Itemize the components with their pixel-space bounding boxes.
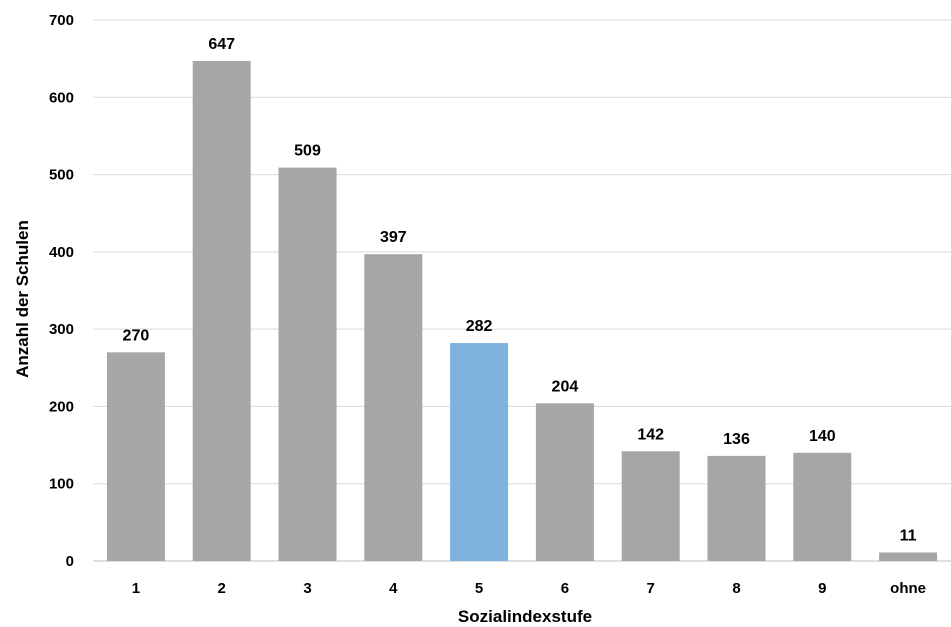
y-tick-label: 200	[49, 398, 74, 415]
bar-2	[192, 60, 251, 562]
x-tick-label: 4	[389, 580, 398, 597]
bars	[106, 60, 938, 562]
x-tick-label: 2	[218, 580, 226, 597]
x-axis-title: Sozialindexstufe	[458, 607, 592, 626]
bar-9	[793, 452, 852, 561]
data-label: 140	[809, 428, 836, 445]
y-tick-label: 700	[49, 12, 74, 29]
x-tick-label: 6	[561, 580, 569, 597]
data-label: 136	[723, 431, 750, 448]
x-axis-ticks: 1 2 3 4 5 6 7 8 9 ohne	[132, 580, 926, 597]
x-tick-label: 3	[303, 580, 311, 597]
y-tick-label: 400	[49, 244, 74, 261]
y-tick-label: 600	[49, 89, 74, 106]
y-tick-label: 0	[66, 553, 74, 570]
y-tick-label: 300	[49, 321, 74, 338]
x-tick-label: 5	[475, 580, 483, 597]
data-label: 142	[637, 426, 664, 443]
bar-ohne	[879, 552, 938, 561]
x-tick-label: ohne	[890, 580, 926, 597]
data-label: 282	[466, 318, 493, 335]
bar-5	[450, 343, 509, 561]
data-label: 11	[900, 527, 917, 544]
data-label: 270	[123, 327, 150, 344]
x-tick-label: 9	[818, 580, 826, 597]
y-axis-title: Anzahl der Schulen	[13, 220, 32, 378]
data-label: 647	[208, 36, 235, 53]
x-tick-label: 1	[132, 580, 140, 597]
bar-6	[535, 403, 594, 561]
bar-1	[106, 352, 165, 561]
y-axis-ticks: 0 100 200 300 400 500 600 700	[49, 12, 74, 570]
bar-3	[278, 167, 337, 561]
bar-7	[621, 451, 680, 561]
bar-4	[364, 254, 423, 561]
data-labels: 270 647 509 397 282 204 142 136 140 11	[123, 36, 917, 545]
y-tick-label: 100	[49, 476, 74, 493]
x-tick-label: 8	[732, 580, 740, 597]
data-label: 204	[552, 378, 579, 395]
bar-8	[707, 455, 766, 561]
data-label: 397	[380, 229, 407, 246]
x-tick-label: 7	[647, 580, 655, 597]
data-label: 509	[294, 143, 321, 160]
y-tick-label: 500	[49, 167, 74, 184]
